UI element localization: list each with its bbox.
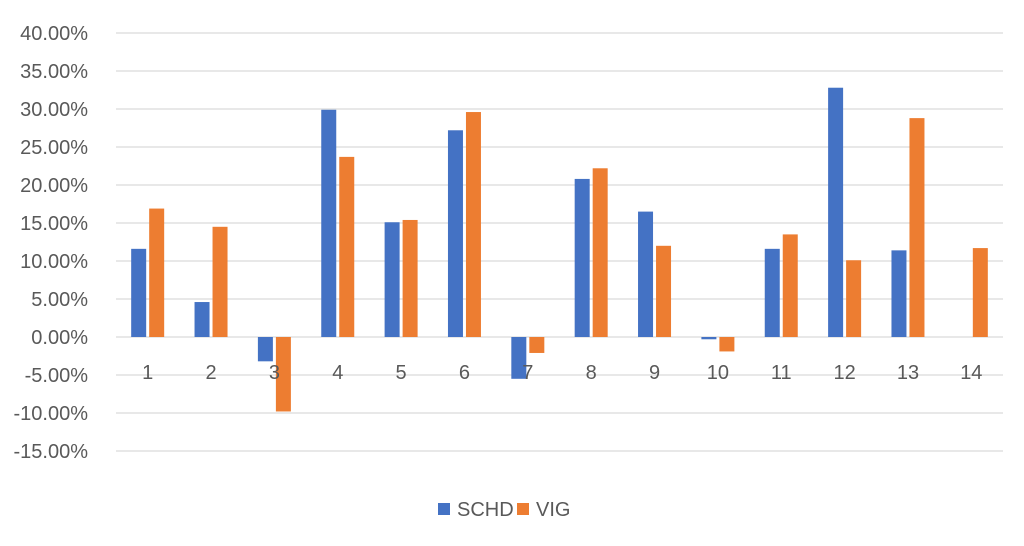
y-tick-label: 20.00% bbox=[20, 175, 88, 197]
x-tick-label: 14 bbox=[960, 362, 982, 384]
bar-schd-7 bbox=[511, 337, 527, 379]
legend: SCHD VIG bbox=[438, 499, 570, 521]
bar-schd-10 bbox=[701, 337, 717, 340]
bar-vig-1 bbox=[149, 208, 165, 337]
bar-schd-13 bbox=[891, 250, 907, 337]
legend-swatch-vig bbox=[517, 503, 529, 515]
bar-schd-11 bbox=[764, 248, 780, 337]
bar-schd-6 bbox=[447, 130, 463, 337]
bar-schd-8 bbox=[574, 178, 590, 337]
legend-swatch-schd bbox=[438, 503, 450, 515]
x-tick-label: 13 bbox=[897, 362, 919, 384]
y-tick-label: 25.00% bbox=[20, 137, 88, 159]
bar-vig-12 bbox=[846, 260, 862, 337]
x-tick-label: 4 bbox=[332, 362, 343, 384]
x-tick-label: 3 bbox=[269, 362, 280, 384]
y-tick-label: 10.00% bbox=[20, 251, 88, 273]
x-tick-label: 2 bbox=[205, 362, 216, 384]
bar-vig-14 bbox=[972, 248, 988, 337]
bar-vig-7 bbox=[529, 337, 545, 353]
x-tick-label: 6 bbox=[459, 362, 470, 384]
bar-vig-13 bbox=[909, 118, 925, 338]
bar-schd-3 bbox=[257, 337, 273, 362]
x-tick-label: 7 bbox=[522, 362, 533, 384]
y-tick-label: 40.00% bbox=[20, 23, 88, 45]
x-tick-label: 10 bbox=[707, 362, 729, 384]
bar-vig-6 bbox=[465, 112, 481, 337]
bar-vig-2 bbox=[212, 226, 228, 337]
x-tick-label: 9 bbox=[649, 362, 660, 384]
x-tick-label: 11 bbox=[771, 362, 792, 384]
bar-schd-1 bbox=[131, 248, 147, 337]
bar-vig-10 bbox=[719, 337, 735, 352]
legend-label-vig: VIG bbox=[536, 499, 570, 521]
y-tick-label: -5.00% bbox=[25, 365, 89, 387]
x-axis-tick-labels: 1 2 3 4 5 6 7 8 9 10 11 12 13 14 bbox=[142, 362, 982, 384]
y-tick-label: 35.00% bbox=[20, 61, 88, 83]
bar-vig-9 bbox=[656, 245, 672, 337]
bar-vig-11 bbox=[782, 234, 798, 337]
y-tick-label: 15.00% bbox=[20, 213, 88, 235]
legend-label-schd: SCHD bbox=[457, 499, 514, 521]
y-tick-label: 30.00% bbox=[20, 99, 88, 121]
x-tick-label: 5 bbox=[396, 362, 407, 384]
bar-schd-9 bbox=[638, 211, 654, 337]
bar-vig-5 bbox=[402, 219, 418, 337]
y-axis-tick-labels: 40.00% 35.00% 30.00% 25.00% 20.00% 15.00% 10.0… bbox=[14, 23, 89, 463]
bar-schd-5 bbox=[384, 222, 400, 337]
x-tick-label: 12 bbox=[833, 362, 855, 384]
x-tick-label: 1 bbox=[142, 362, 153, 384]
bar-vig-8 bbox=[592, 168, 608, 337]
bar-schd-4 bbox=[321, 109, 337, 337]
bar-schd-12 bbox=[828, 87, 844, 337]
y-tick-label: 0.00% bbox=[31, 327, 88, 349]
y-tick-label: -10.00% bbox=[14, 403, 89, 425]
x-tick-label: 8 bbox=[586, 362, 597, 384]
y-tick-label: -15.00% bbox=[14, 441, 89, 463]
bar-schd-2 bbox=[194, 302, 210, 337]
bar-vig-3 bbox=[275, 337, 291, 412]
gridlines bbox=[116, 32, 1003, 452]
bars bbox=[131, 87, 988, 412]
bar-vig-4 bbox=[339, 156, 355, 337]
y-tick-label: 5.00% bbox=[31, 289, 88, 311]
